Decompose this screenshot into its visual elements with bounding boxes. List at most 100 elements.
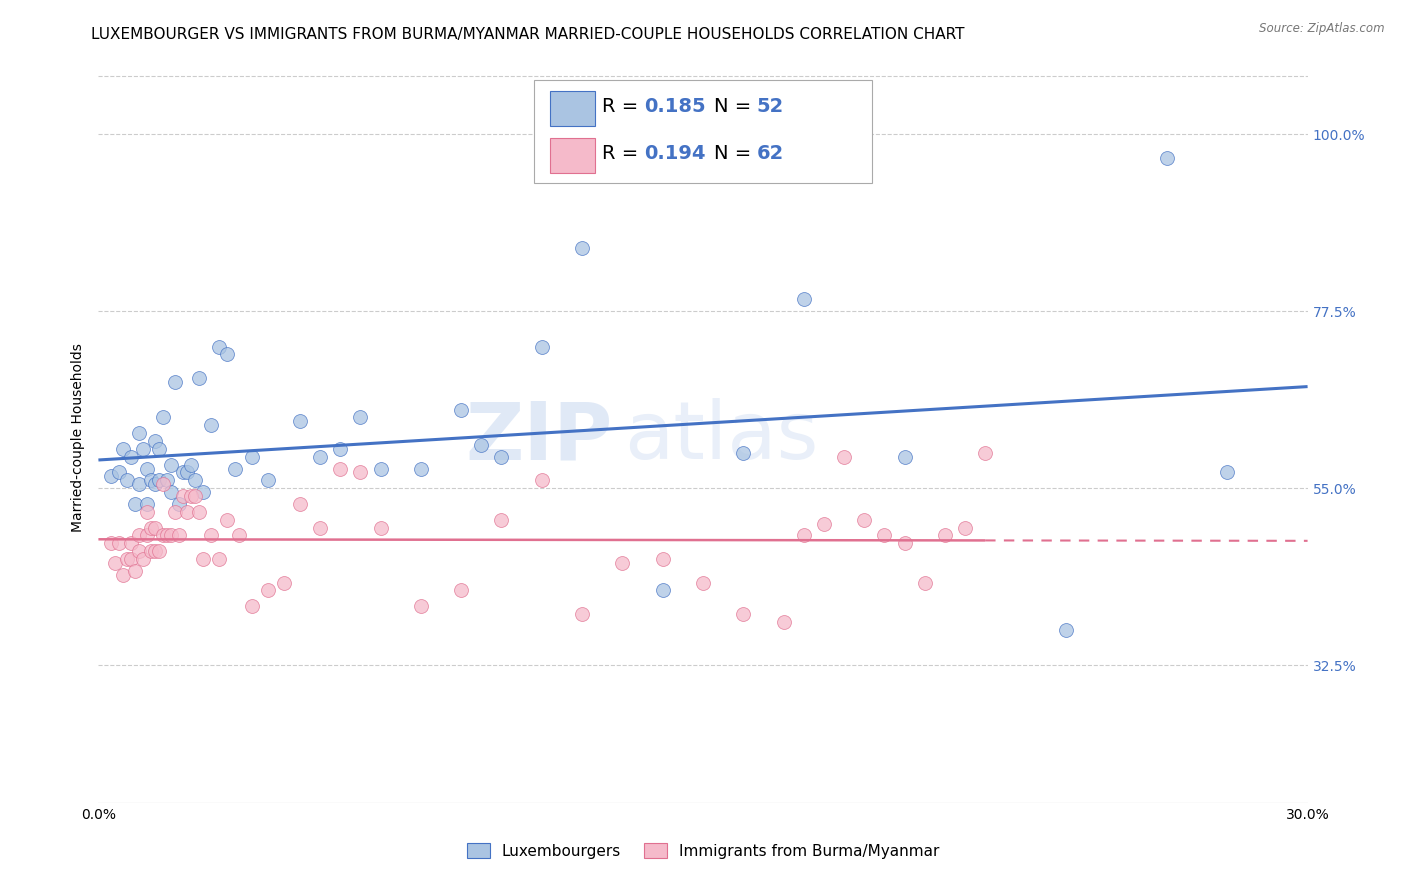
Point	[167, 528, 190, 542]
Point	[772, 615, 794, 629]
Point	[193, 552, 215, 566]
Point	[733, 446, 755, 460]
Point	[409, 461, 432, 475]
Point	[120, 536, 142, 550]
Point	[813, 516, 835, 531]
Point	[893, 536, 915, 550]
Point	[193, 485, 215, 500]
Point	[184, 473, 207, 487]
Point	[200, 528, 222, 542]
Point	[103, 556, 125, 570]
Text: R =: R =	[602, 144, 644, 162]
Point	[793, 293, 815, 307]
Point	[143, 477, 166, 491]
Point	[571, 241, 593, 255]
Text: R =: R =	[602, 97, 644, 117]
Text: 0.185: 0.185	[644, 97, 706, 117]
Text: LUXEMBOURGER VS IMMIGRANTS FROM BURMA/MYANMAR MARRIED-COUPLE HOUSEHOLDS CORRELAT: LUXEMBOURGER VS IMMIGRANTS FROM BURMA/MY…	[91, 27, 965, 42]
Point	[180, 458, 202, 472]
Point	[1156, 151, 1178, 165]
Point	[139, 520, 162, 534]
Point	[143, 520, 166, 534]
Point	[167, 497, 190, 511]
Point	[1054, 623, 1077, 637]
Point	[115, 473, 138, 487]
Point	[217, 513, 239, 527]
Point	[651, 552, 673, 566]
Point	[934, 528, 956, 542]
Point	[176, 505, 198, 519]
Point	[853, 513, 876, 527]
Point	[115, 552, 138, 566]
Point	[188, 371, 211, 385]
Point	[124, 564, 146, 578]
Point	[873, 528, 896, 542]
Point	[132, 552, 155, 566]
Point	[132, 442, 155, 456]
Point	[139, 473, 162, 487]
Point	[288, 414, 311, 428]
Point	[530, 340, 553, 354]
Point	[128, 426, 150, 441]
Point	[148, 544, 170, 558]
Point	[120, 450, 142, 464]
Point	[288, 497, 311, 511]
Point	[163, 375, 186, 389]
Point	[240, 450, 263, 464]
Point	[135, 505, 157, 519]
Point	[143, 544, 166, 558]
Point	[156, 473, 179, 487]
Point	[107, 466, 129, 480]
Point	[228, 528, 250, 542]
Point	[450, 583, 472, 598]
Point	[273, 575, 295, 590]
Point	[160, 528, 183, 542]
Point	[139, 544, 162, 558]
Point	[256, 473, 278, 487]
Point	[200, 418, 222, 433]
Text: N =: N =	[714, 144, 758, 162]
Point	[111, 567, 134, 582]
Text: 0.194: 0.194	[644, 144, 706, 162]
Point	[128, 544, 150, 558]
Text: atlas: atlas	[624, 398, 818, 476]
Point	[217, 347, 239, 361]
Point	[180, 489, 202, 503]
Point	[156, 528, 179, 542]
Point	[148, 473, 170, 487]
Point	[370, 461, 392, 475]
Point	[160, 485, 183, 500]
Point	[135, 497, 157, 511]
Point	[651, 583, 673, 598]
Point	[148, 442, 170, 456]
Point	[172, 466, 194, 480]
Point	[974, 446, 997, 460]
Legend: Luxembourgers, Immigrants from Burma/Myanmar: Luxembourgers, Immigrants from Burma/Mya…	[461, 837, 945, 864]
Point	[491, 513, 513, 527]
Point	[953, 520, 976, 534]
Point	[612, 556, 634, 570]
Point	[491, 450, 513, 464]
Text: Source: ZipAtlas.com: Source: ZipAtlas.com	[1260, 22, 1385, 36]
Point	[224, 461, 246, 475]
Text: ZIP: ZIP	[465, 398, 613, 476]
Point	[163, 505, 186, 519]
Point	[450, 402, 472, 417]
Point	[111, 442, 134, 456]
Text: 62: 62	[756, 144, 783, 162]
Point	[329, 461, 352, 475]
Point	[128, 477, 150, 491]
Point	[256, 583, 278, 598]
Point	[571, 607, 593, 621]
Point	[470, 438, 492, 452]
Point	[208, 552, 231, 566]
Text: 52: 52	[756, 97, 783, 117]
Point	[208, 340, 231, 354]
Point	[124, 497, 146, 511]
Point	[832, 450, 855, 464]
Point	[530, 473, 553, 487]
Point	[349, 410, 371, 425]
Point	[152, 477, 174, 491]
Point	[184, 489, 207, 503]
Point	[370, 520, 392, 534]
